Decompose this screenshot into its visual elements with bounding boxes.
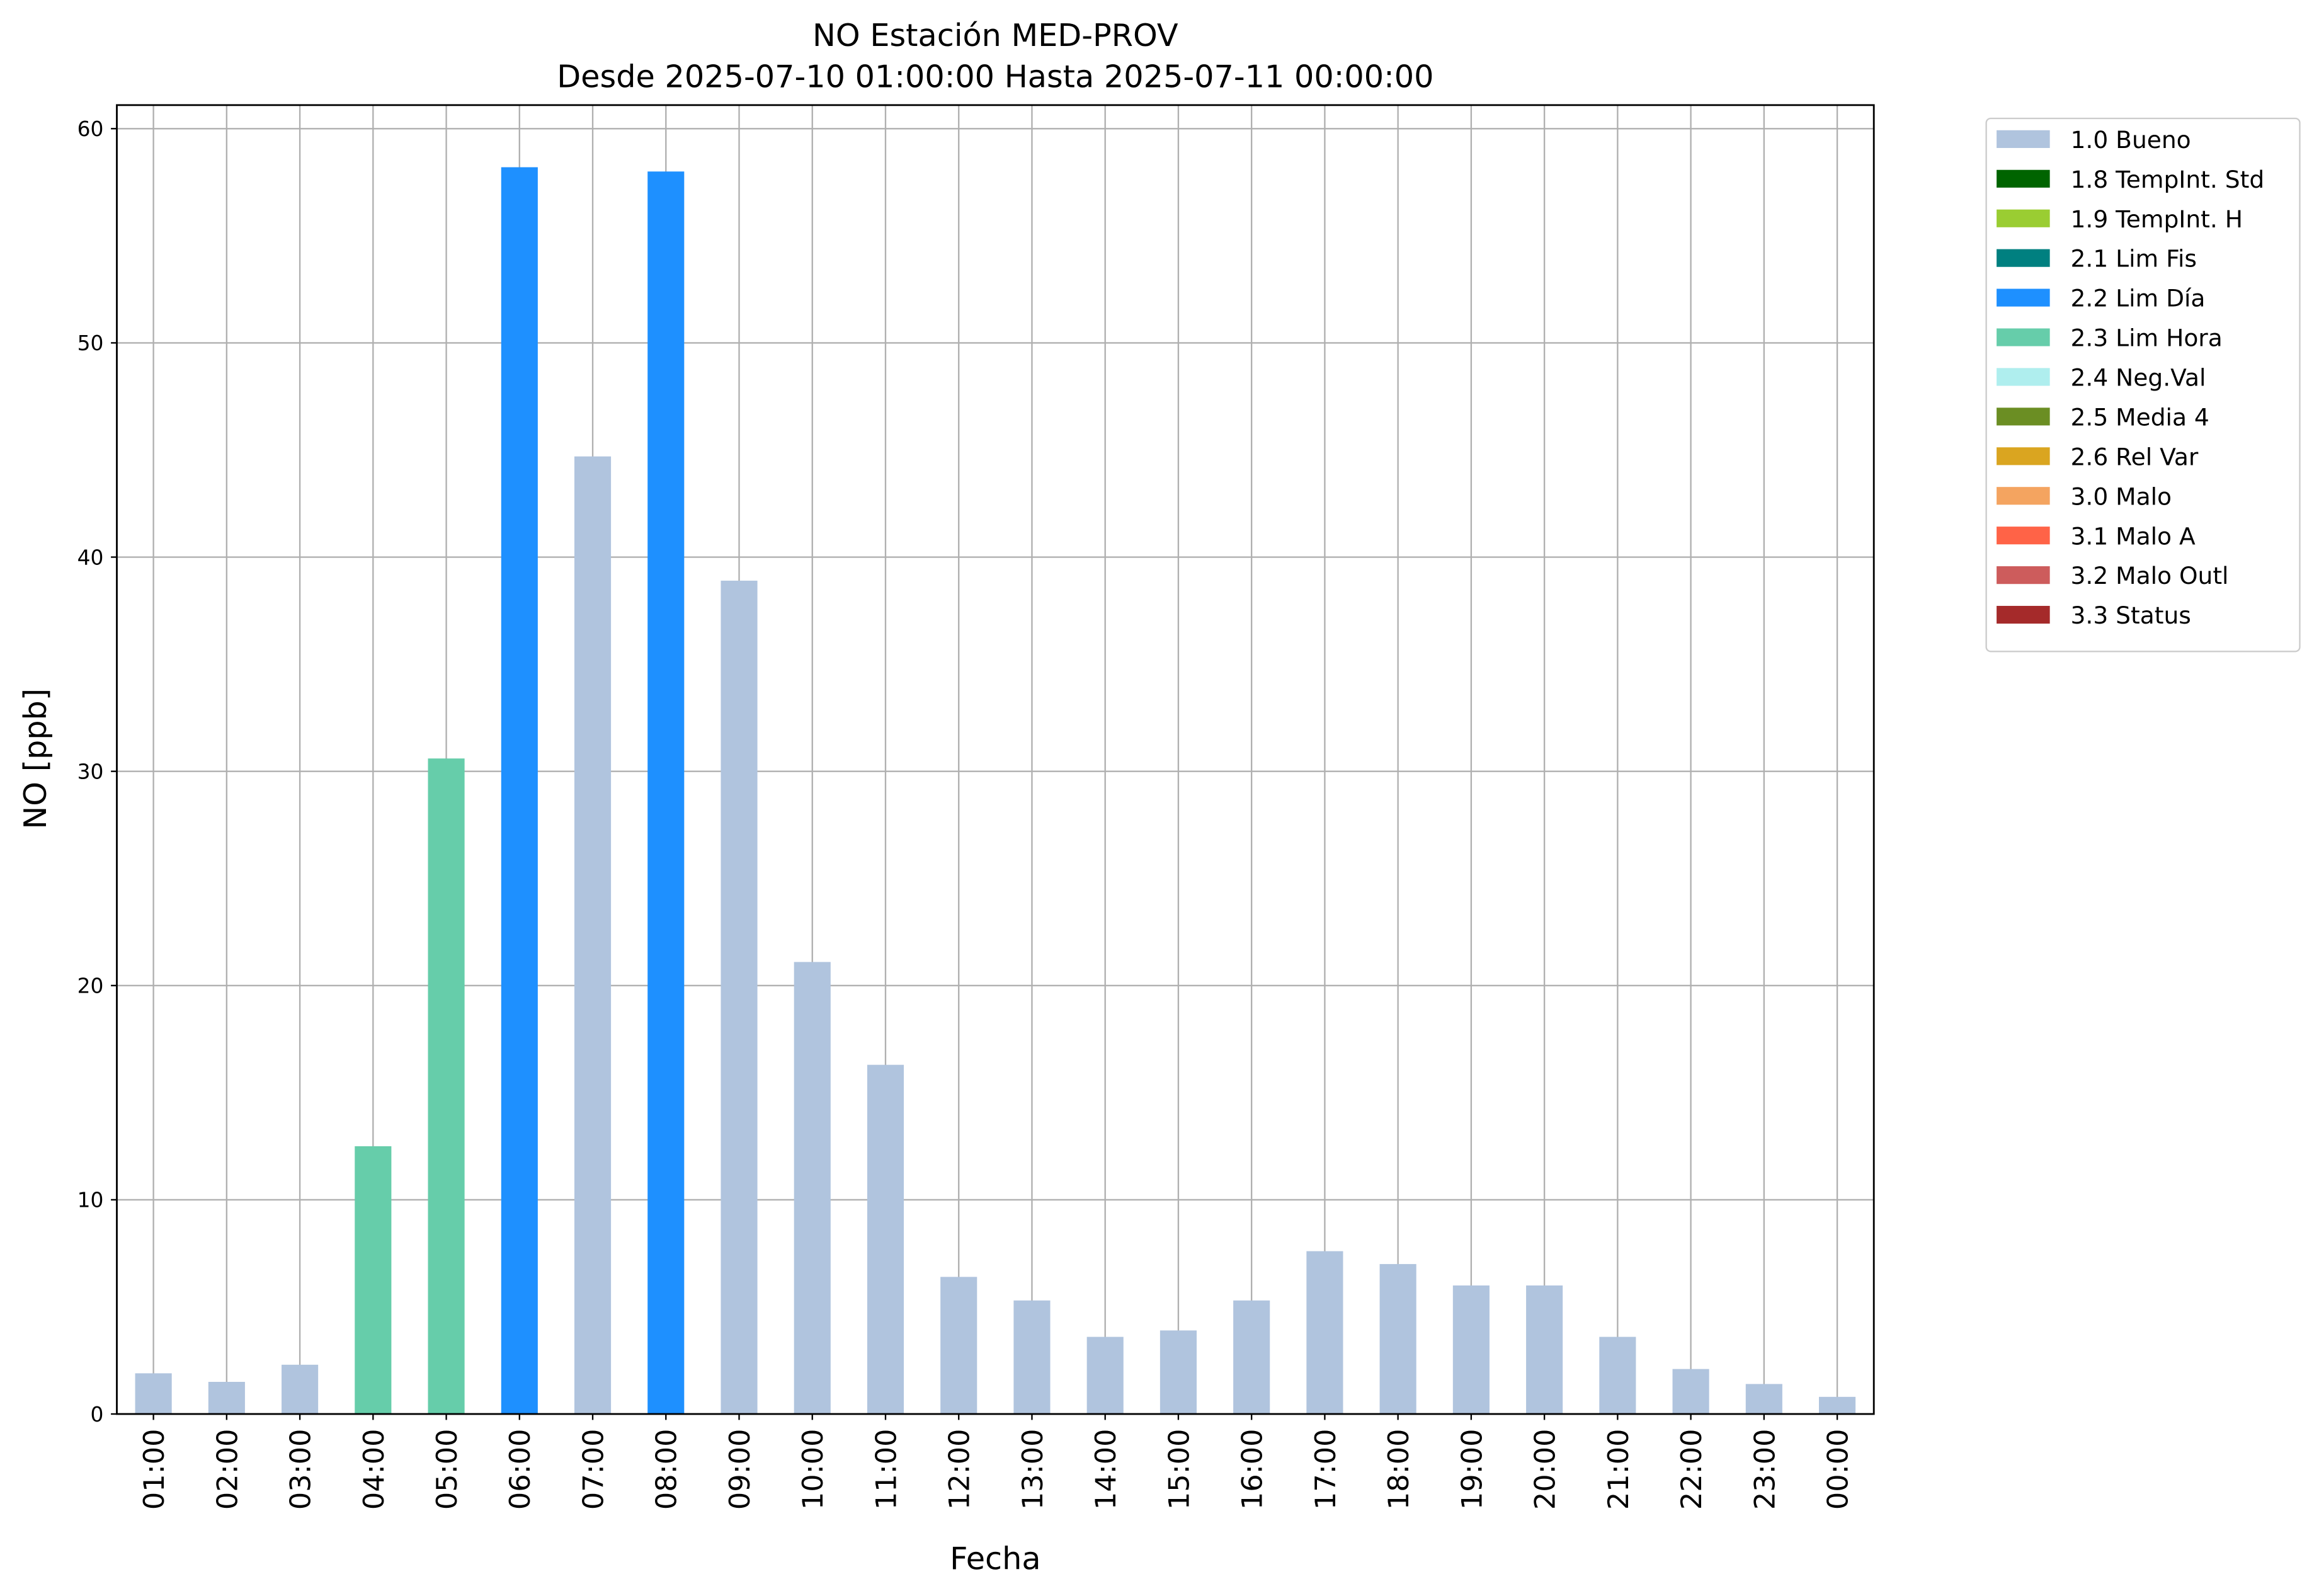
x-tick-label: 06:00 <box>504 1429 537 1510</box>
legend-swatch <box>1997 605 2050 624</box>
y-tick-label: 40 <box>77 545 104 569</box>
x-tick-label: 04:00 <box>358 1429 390 1510</box>
legend-label: 3.1 Malo A <box>2071 522 2196 550</box>
y-tick-label: 20 <box>77 974 104 998</box>
bar <box>1306 1251 1343 1415</box>
y-tick-label: 50 <box>77 331 104 355</box>
x-tick-label: 22:00 <box>1675 1429 1708 1510</box>
bar <box>1745 1384 1782 1415</box>
legend-swatch <box>1997 209 2050 227</box>
bar <box>867 1064 904 1415</box>
x-tick-label: 19:00 <box>1456 1429 1488 1510</box>
x-tick-label: 08:00 <box>651 1429 683 1510</box>
x-tick-label: 21:00 <box>1602 1429 1635 1510</box>
bar <box>1379 1263 1416 1415</box>
bar <box>721 580 758 1415</box>
x-tick-label: 20:00 <box>1529 1429 1562 1510</box>
bar <box>282 1364 319 1415</box>
y-tick-label: 30 <box>77 759 104 784</box>
legend-swatch <box>1997 249 2050 267</box>
bar <box>647 171 685 1415</box>
legend-box <box>1985 117 2301 653</box>
x-tick-label: 01:00 <box>138 1429 171 1510</box>
x-tick-label: 11:00 <box>870 1429 903 1510</box>
legend-label: 3.3 Status <box>2071 601 2191 629</box>
legend-label: 2.3 Lim Hora <box>2071 324 2223 352</box>
bar <box>1160 1330 1197 1415</box>
legend-label: 1.0 Bueno <box>2071 126 2191 154</box>
legend-swatch <box>1997 288 2050 307</box>
bar <box>1599 1337 1636 1415</box>
bar <box>1233 1300 1270 1415</box>
bar <box>794 962 831 1415</box>
x-tick-label: 10:00 <box>797 1429 829 1510</box>
bar <box>135 1373 172 1415</box>
legend-label: 3.2 Malo Outl <box>2071 562 2229 590</box>
x-tick-label: 16:00 <box>1236 1429 1269 1510</box>
y-axis-label: NO [ppb] <box>17 688 54 829</box>
bar <box>1526 1285 1563 1415</box>
x-tick-label: 17:00 <box>1309 1429 1342 1510</box>
y-tick-label: 0 <box>90 1402 103 1427</box>
x-tick-label: 09:00 <box>724 1429 756 1510</box>
x-tick-label: 00:00 <box>1822 1429 1855 1510</box>
chart-title: NO Estación MED-PROV <box>812 17 1178 54</box>
legend-swatch <box>1997 487 2050 505</box>
x-tick-label: 18:00 <box>1382 1429 1415 1510</box>
x-tick-label: 07:00 <box>577 1429 610 1510</box>
x-tick-label: 14:00 <box>1090 1429 1122 1510</box>
x-tick-label: 23:00 <box>1748 1429 1781 1510</box>
legend-swatch <box>1997 566 2050 584</box>
x-tick-label: 05:00 <box>431 1429 464 1510</box>
x-tick-label: 12:00 <box>943 1429 976 1510</box>
bar <box>428 758 465 1415</box>
bar <box>1452 1285 1490 1415</box>
legend-swatch <box>1997 408 2050 426</box>
legend-swatch <box>1997 328 2050 346</box>
bar <box>208 1382 245 1415</box>
chart-subtitle: Desde 2025-07-10 01:00:00 Hasta 2025-07-… <box>557 59 1433 95</box>
legend-label: 3.0 Malo <box>2071 482 2172 510</box>
bar <box>1086 1337 1124 1415</box>
bar <box>940 1277 977 1415</box>
x-tick-label: 15:00 <box>1163 1429 1195 1510</box>
x-axis-label: Fecha <box>950 1541 1041 1577</box>
x-tick-label: 02:00 <box>211 1429 244 1510</box>
bar <box>1013 1300 1051 1415</box>
legend-label: 2.5 Media 4 <box>2071 403 2209 431</box>
legend-swatch <box>1997 527 2050 545</box>
legend-label: 1.9 TempInt. H <box>2071 205 2243 233</box>
bar <box>501 167 538 1415</box>
y-tick-label: 60 <box>77 117 104 141</box>
bar <box>574 456 612 1415</box>
legend-label: 2.6 Rel Var <box>2071 443 2199 470</box>
legend-label: 1.8 TempInt. Std <box>2071 166 2265 193</box>
legend-swatch <box>1997 130 2050 148</box>
legend-label: 2.2 Lim Día <box>2071 285 2206 312</box>
x-tick-label: 13:00 <box>1017 1429 1049 1510</box>
legend-swatch <box>1997 368 2050 386</box>
plot-frame <box>116 104 1875 1415</box>
legend-label: 2.4 Neg.Val <box>2071 364 2206 392</box>
x-tick-label: 03:00 <box>285 1429 317 1510</box>
legend-swatch <box>1997 169 2050 188</box>
y-tick-label: 10 <box>77 1188 104 1212</box>
legend-label: 2.1 Lim Fis <box>2071 245 2197 273</box>
bar <box>1819 1396 1856 1415</box>
bar <box>355 1146 392 1415</box>
legend-swatch <box>1997 447 2050 465</box>
bar <box>1672 1369 1709 1415</box>
